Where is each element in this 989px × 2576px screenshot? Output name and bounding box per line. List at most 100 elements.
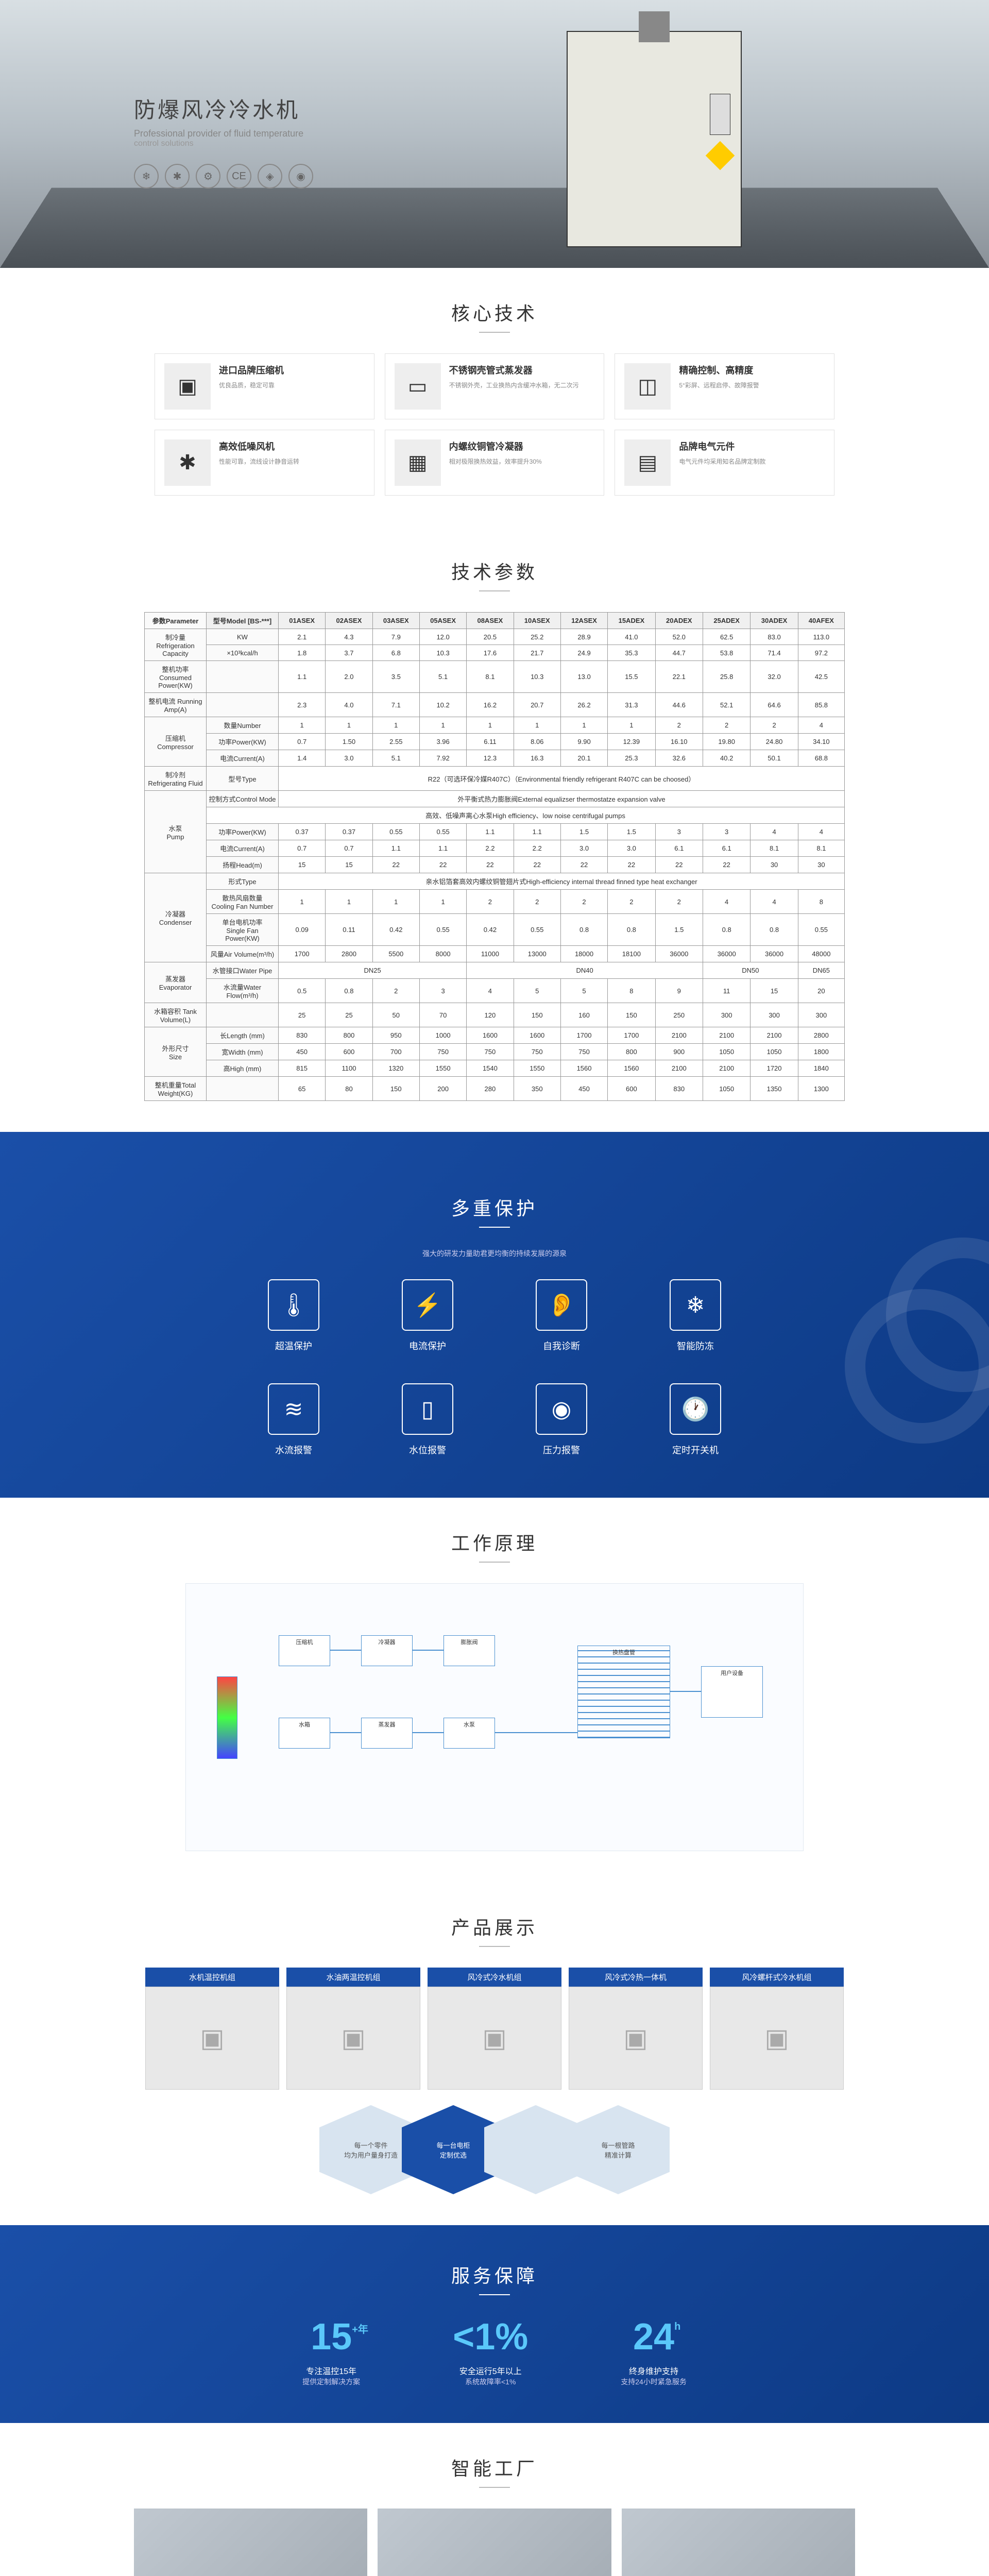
showcase-item: 风冷螺杆式冷水机组 ▣ (710, 1968, 844, 2090)
param-cell: 0.7 (326, 840, 372, 857)
param-cell: 2.0 (326, 661, 372, 693)
param-cell: 0.8 (608, 914, 655, 946)
param-cell: 1 (326, 890, 372, 914)
param-cell: 750 (514, 1044, 560, 1060)
param-cell: 6.8 (372, 645, 419, 661)
protection-label: 超温保护 (258, 1339, 330, 1352)
param-cell: 12.0 (419, 629, 466, 645)
param-cell: 50 (372, 1003, 419, 1027)
param-cell: 0.42 (467, 914, 514, 946)
tech-title: 精确控制、高精度 (679, 363, 759, 377)
param-cell: 36000 (751, 946, 798, 962)
param-cell: 20.7 (514, 693, 560, 717)
param-cell: 1.8 (279, 645, 326, 661)
service-stat: <1% 安全运行5年以上 系统故障率<1% (453, 2316, 528, 2387)
cert-icon: ❄ (134, 164, 159, 189)
tech-icon: ▭ (395, 363, 441, 410)
param-cell: 1550 (419, 1060, 466, 1077)
param-cell: 1600 (467, 1027, 514, 1044)
param-cell: 18000 (560, 946, 607, 962)
param-cell: 1560 (560, 1060, 607, 1077)
param-note: 高效、低噪声离心水泵High efficiency、low noise cent… (207, 807, 845, 824)
param-cell: 1300 (798, 1077, 844, 1101)
tech-title: 高效低噪风机 (219, 439, 299, 453)
principle-section: 工作原理 压缩机 冷凝器 膨胀阀 蒸发器 水箱 水泵 换热盘管 用户设备 (0, 1498, 989, 1882)
tech-title: 进口品牌压缩机 (219, 363, 284, 377)
param-cell: 24.80 (751, 734, 798, 750)
param-cell: 7.1 (372, 693, 419, 717)
param-cell: 200 (419, 1077, 466, 1101)
param-note: 外平衡式热力膨胀阀External equalizser thermostatz… (279, 791, 845, 807)
param-cell: 1 (326, 717, 372, 734)
param-cell: 2.55 (372, 734, 419, 750)
param-cell: 2 (372, 979, 419, 1003)
protection-icon: ▯ (402, 1383, 453, 1435)
showcase-title: 水油两温控机组 (286, 1968, 420, 1987)
param-cell: 900 (655, 1044, 703, 1060)
param-cell: 85.8 (798, 693, 844, 717)
param-cell: 36000 (703, 946, 750, 962)
tech-desc: 优良品质，稳定可靠 (219, 381, 284, 391)
tech-card: ▣ 进口品牌压缩机 优良品质，稳定可靠 (155, 353, 374, 419)
section-title-params: 技术参数 (144, 527, 845, 612)
param-cell: 750 (467, 1044, 514, 1060)
param-cell: 65 (279, 1077, 326, 1101)
param-cell: 20.5 (467, 629, 514, 645)
param-cell: 8.1 (751, 840, 798, 857)
param-cell: 450 (279, 1044, 326, 1060)
param-cell: 4 (798, 717, 844, 734)
param-cell: 28.9 (560, 629, 607, 645)
param-cell: 1 (608, 717, 655, 734)
showcase-image: ▣ (428, 1987, 561, 2090)
param-cell: 4 (751, 824, 798, 840)
param-cell: 3 (703, 824, 750, 840)
param-cell: 8 (798, 890, 844, 914)
param-cell: 22 (419, 857, 466, 873)
param-cell: 2.1 (279, 629, 326, 645)
product-subtitle-en1: Professional provider of fluid temperatu… (134, 128, 313, 139)
param-cell: 10.3 (514, 661, 560, 693)
param-cell: 20 (798, 979, 844, 1003)
cert-icon: ⚙ (196, 164, 220, 189)
param-cell: 1320 (372, 1060, 419, 1077)
param-cell: 2.2 (467, 840, 514, 857)
param-cell: 0.11 (326, 914, 372, 946)
param-cell: 1.4 (279, 750, 326, 767)
param-cell: 22 (372, 857, 419, 873)
protection-item: ◉ 压力报警 (525, 1383, 598, 1456)
param-cell: 150 (372, 1077, 419, 1101)
param-cell: 830 (655, 1077, 703, 1101)
protection-label: 自我诊断 (525, 1339, 598, 1352)
showcase-item: 风冷式冷热一体机 ▣ (569, 1968, 703, 2090)
protection-item: ❄ 智能防冻 (659, 1279, 731, 1352)
param-cell: 2.2 (514, 840, 560, 857)
param-cell: 0.09 (279, 914, 326, 946)
service-number: 24h (621, 2316, 687, 2358)
param-cell: 2 (703, 717, 750, 734)
param-cell: 25.2 (514, 629, 560, 645)
param-cell: 0.8 (703, 914, 750, 946)
param-cell: 40.2 (703, 750, 750, 767)
param-cell: 2 (655, 717, 703, 734)
param-cell: 21.7 (514, 645, 560, 661)
param-cell: 300 (751, 1003, 798, 1027)
param-cell: 600 (326, 1044, 372, 1060)
factory-image: 生产车间 (622, 2509, 855, 2576)
param-cell: 19.80 (703, 734, 750, 750)
param-cell: 7.9 (372, 629, 419, 645)
showcase-title: 风冷螺杆式冷水机组 (710, 1968, 844, 1987)
param-cell: 6.1 (703, 840, 750, 857)
param-cell: 83.0 (751, 629, 798, 645)
param-cell: 22 (467, 857, 514, 873)
param-cell: 20.1 (560, 750, 607, 767)
param-cell: 16.2 (467, 693, 514, 717)
param-cell: 700 (372, 1044, 419, 1060)
param-cell: 16.10 (655, 734, 703, 750)
cert-icon: ◉ (288, 164, 313, 189)
param-cell: 16.3 (514, 750, 560, 767)
protection-label: 智能防冻 (659, 1339, 731, 1352)
param-cell: 15 (326, 857, 372, 873)
param-cell: 1720 (751, 1060, 798, 1077)
param-cell: 0.55 (514, 914, 560, 946)
param-cell: 2 (514, 890, 560, 914)
